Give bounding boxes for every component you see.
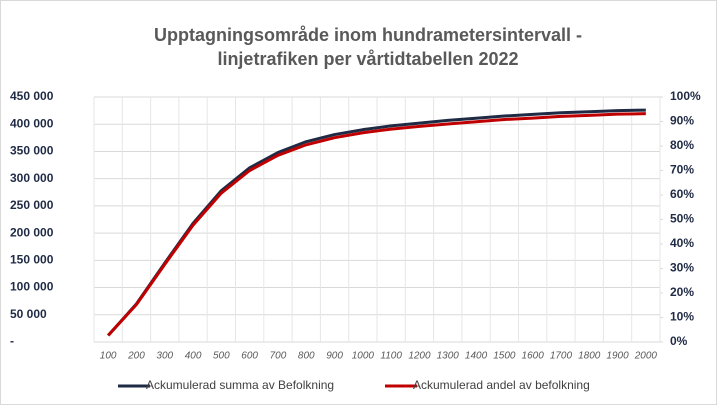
x-tick-label: 1700 <box>550 351 573 362</box>
y2-tick-label: 10% <box>670 310 694 324</box>
x-tick-label: 1800 <box>578 351 601 362</box>
chart-subtitle: linjetrafiken per vårtidtabellen 2022 <box>217 49 518 69</box>
y-tick-label: 150 000 <box>10 253 54 267</box>
x-tick-label: 1100 <box>380 351 402 362</box>
x-tick-label: 1200 <box>408 351 431 362</box>
y2-tick-label: 20% <box>670 285 694 299</box>
series-line <box>107 112 646 337</box>
x-tick-label: 1000 <box>352 351 375 362</box>
x-tick-label: 1300 <box>437 351 460 362</box>
x-tick-label: 1400 <box>465 351 488 362</box>
x-tick-label: 700 <box>270 351 287 362</box>
y2-tick-label: 70% <box>670 163 694 177</box>
y-tick-label: 50 000 <box>10 307 47 321</box>
y2-tick-label: 90% <box>670 114 694 128</box>
x-tick-label: 2000 <box>634 351 658 362</box>
x-tick-label: 200 <box>127 351 145 362</box>
x-tick-label: 600 <box>241 351 258 362</box>
y2-tick-label: 60% <box>670 187 694 201</box>
y2-tick-label: 30% <box>670 261 694 275</box>
x-tick-label: 300 <box>156 351 173 362</box>
y-tick-label: 350 000 <box>10 144 54 158</box>
y-tick-label: 250 000 <box>10 198 54 212</box>
x-tick-label: 400 <box>185 351 202 362</box>
y-tick-label: 400 000 <box>10 116 54 130</box>
chart-title: Upptagningsområde inom hundrametersinter… <box>154 25 582 45</box>
x-tick-label: 1600 <box>522 351 545 362</box>
y2-tick-label: 50% <box>670 212 694 226</box>
y-tick-label: 200 000 <box>10 225 54 239</box>
x-tick-label: 800 <box>298 351 315 362</box>
x-tick-label: 100 <box>100 351 117 362</box>
y2-tick-label: 100% <box>670 89 701 103</box>
legend-label: Ackumulerad summa av Befolkning <box>146 378 334 392</box>
x-tick-label: 500 <box>213 351 230 362</box>
y-tick-label: - <box>10 334 14 348</box>
legend-label: Ackumulerad andel av befolkning <box>413 378 590 392</box>
y-tick-label: 300 000 <box>10 171 54 185</box>
y2-tick-label: 80% <box>670 138 694 152</box>
y-tick-label: 450 000 <box>10 89 54 103</box>
x-tick-label: 900 <box>326 351 343 362</box>
x-tick-label: 1900 <box>606 351 629 362</box>
x-tick-label: 1500 <box>493 351 516 362</box>
y2-tick-label: 0% <box>670 334 688 348</box>
y2-tick-label: 40% <box>670 236 694 250</box>
y-tick-label: 100 000 <box>10 280 54 294</box>
